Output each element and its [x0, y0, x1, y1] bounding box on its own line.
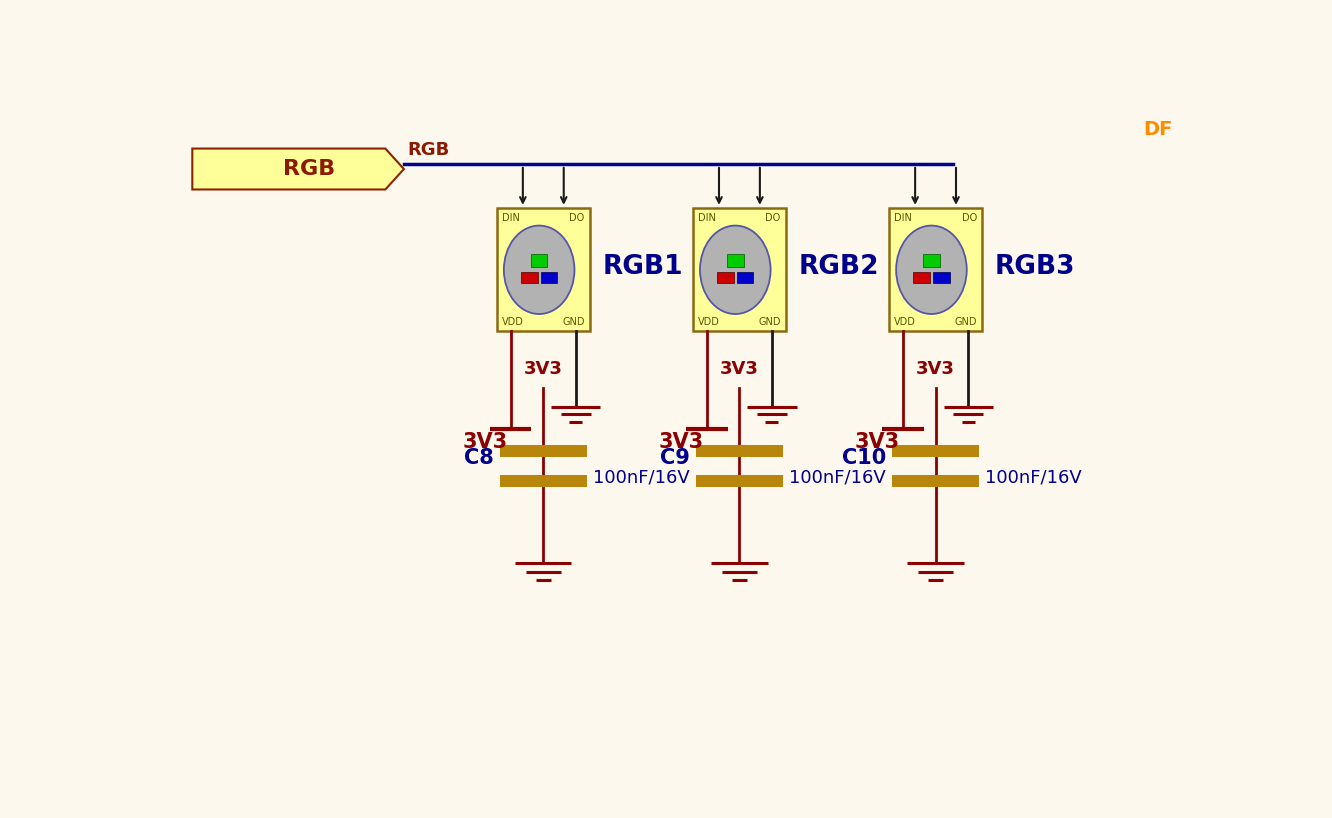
Text: GND: GND	[954, 317, 976, 327]
Bar	[717, 272, 734, 283]
Text: 100nF/16V: 100nF/16V	[986, 469, 1082, 487]
Text: C8: C8	[464, 448, 494, 469]
Text: DF: DF	[1144, 120, 1173, 139]
Text: RGB: RGB	[408, 142, 449, 160]
Text: 3V3: 3V3	[462, 432, 507, 452]
Text: C10: C10	[842, 448, 886, 469]
FancyBboxPatch shape	[497, 209, 590, 331]
Text: 3V3: 3V3	[916, 361, 955, 379]
Text: 3V3: 3V3	[855, 432, 900, 452]
Text: DIN: DIN	[502, 213, 519, 222]
Text: GND: GND	[758, 317, 781, 327]
Bar	[934, 272, 950, 283]
Ellipse shape	[503, 226, 574, 314]
Text: 3V3: 3V3	[523, 361, 562, 379]
Text: VDD: VDD	[502, 317, 523, 327]
Polygon shape	[192, 149, 404, 190]
Text: RGB3: RGB3	[995, 254, 1075, 281]
Text: RGB2: RGB2	[798, 254, 879, 281]
Text: DO: DO	[962, 213, 976, 222]
Text: C9: C9	[659, 448, 690, 469]
Text: 3V3: 3V3	[659, 432, 703, 452]
Text: RGB1: RGB1	[602, 254, 683, 281]
Bar	[697, 475, 783, 487]
Bar	[923, 254, 939, 267]
Bar	[541, 272, 557, 283]
Bar	[531, 254, 547, 267]
Text: DO: DO	[766, 213, 781, 222]
Bar	[521, 272, 538, 283]
Text: GND: GND	[562, 317, 585, 327]
Bar	[697, 445, 783, 456]
Ellipse shape	[701, 226, 771, 314]
Text: 100nF/16V: 100nF/16V	[593, 469, 690, 487]
Text: DO: DO	[569, 213, 585, 222]
Text: 3V3: 3V3	[721, 361, 759, 379]
Bar	[737, 272, 754, 283]
Text: 100nF/16V: 100nF/16V	[789, 469, 886, 487]
FancyBboxPatch shape	[693, 209, 786, 331]
Bar	[892, 475, 979, 487]
Bar	[500, 445, 586, 456]
Text: DIN: DIN	[894, 213, 912, 222]
Ellipse shape	[896, 226, 967, 314]
Text: VDD: VDD	[894, 317, 916, 327]
Bar	[914, 272, 930, 283]
Bar	[727, 254, 743, 267]
Text: RGB: RGB	[282, 159, 334, 179]
Bar	[892, 445, 979, 456]
Bar	[500, 475, 586, 487]
Text: DIN: DIN	[698, 213, 717, 222]
Text: VDD: VDD	[698, 317, 721, 327]
FancyBboxPatch shape	[888, 209, 982, 331]
